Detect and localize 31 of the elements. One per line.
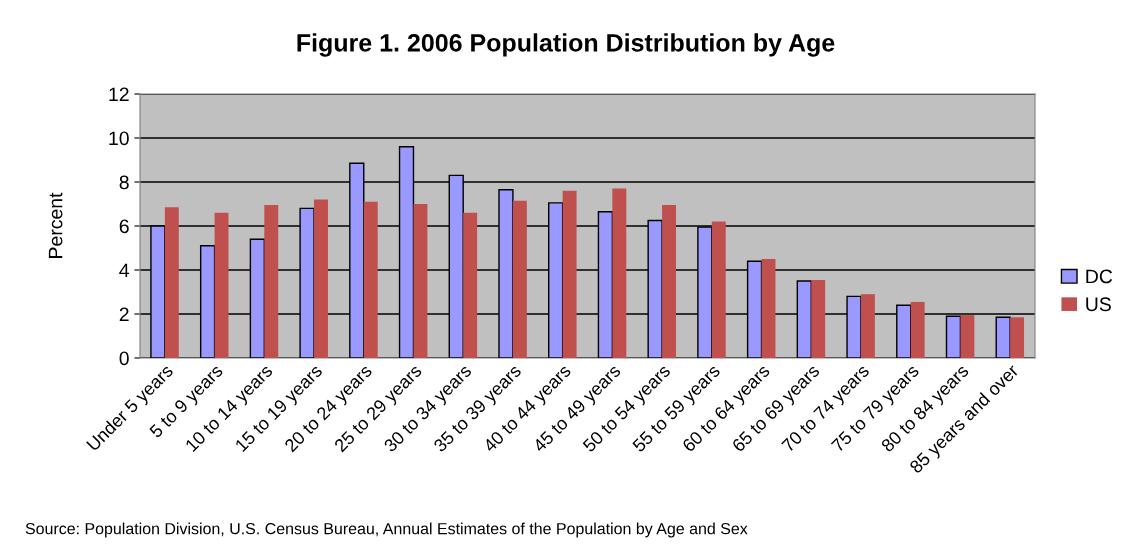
y-tick-label: 10 (109, 131, 129, 146)
bar (562, 190, 577, 358)
bar (910, 301, 925, 358)
bar (314, 199, 328, 358)
y-tick-label: 6 (119, 219, 129, 234)
bar (960, 315, 975, 358)
source-note: Source: Population Division, U.S. Census Bureau, Annual Estimates of the Population by Age and Sex (25, 522, 748, 538)
bar (612, 188, 627, 358)
chart-title: Figure 1. 2006 Population Distribution by Age (297, 33, 835, 57)
bar (463, 212, 478, 358)
y-tick-label: 4 (119, 263, 130, 278)
legend-label: US (1086, 297, 1111, 312)
bar (811, 279, 826, 358)
bar (860, 294, 875, 358)
bar (1010, 317, 1025, 358)
bar (413, 204, 428, 358)
y-tick-label: 0 (119, 351, 129, 366)
bar (512, 200, 527, 358)
bar (995, 316, 1011, 358)
bar (264, 205, 279, 358)
y-tick-label: 8 (119, 175, 129, 190)
bar (662, 205, 677, 358)
bar (164, 207, 179, 358)
bar (214, 212, 229, 358)
y-tick-label: 12 (109, 87, 129, 102)
bar (711, 221, 726, 358)
y-tick-label: 2 (119, 307, 129, 322)
bar (761, 259, 776, 358)
legend-label: DC (1086, 269, 1113, 284)
y-axis-title: Percent (48, 192, 63, 258)
bar (363, 201, 378, 358)
